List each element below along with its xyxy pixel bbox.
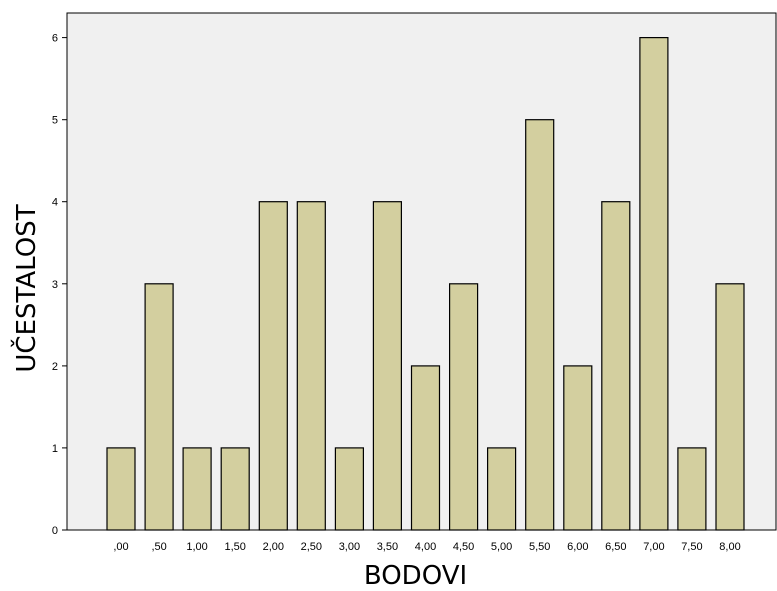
x-tick-label: 8,00 bbox=[719, 541, 740, 553]
y-tick-label: 5 bbox=[52, 115, 58, 127]
bar-6,50 bbox=[601, 201, 631, 531]
bar-2,00 bbox=[258, 201, 288, 531]
bar-5,00 bbox=[487, 447, 517, 531]
bar-4,00 bbox=[410, 365, 441, 531]
bar-1,00 bbox=[182, 447, 212, 531]
y-axis: 0 1 2 3 4 5 6 bbox=[52, 33, 67, 537]
bar-6,00 bbox=[563, 365, 593, 531]
bar-1,50 bbox=[220, 447, 250, 531]
x-tick-label: 4,00 bbox=[415, 541, 436, 553]
bars-group bbox=[106, 36, 745, 531]
y-tick-label: 3 bbox=[52, 279, 58, 291]
x-tick-label: 2,00 bbox=[263, 541, 284, 553]
x-tick-label: 7,00 bbox=[643, 541, 664, 553]
bar-7,50 bbox=[677, 447, 707, 531]
x-tick-label: 5,50 bbox=[529, 541, 550, 553]
x-tick-label: 5,00 bbox=[491, 541, 512, 553]
x-tick-label: 3,50 bbox=[377, 541, 398, 553]
x-tick-label: ,50 bbox=[151, 541, 166, 553]
x-tick-label: 2,50 bbox=[301, 541, 322, 553]
bar-3,50 bbox=[372, 201, 402, 531]
x-tick-label: 7,50 bbox=[681, 541, 702, 553]
y-tick-label: 1 bbox=[52, 443, 58, 455]
y-axis-title: UČESTALOST bbox=[10, 204, 42, 372]
x-tick-label: ,00 bbox=[113, 541, 128, 553]
x-tick-label: 6,50 bbox=[605, 541, 626, 553]
x-tick-label: 3,00 bbox=[339, 541, 360, 553]
bar-8,00 bbox=[715, 283, 745, 531]
bar-4,50 bbox=[449, 283, 479, 531]
x-tick-label: 4,50 bbox=[453, 541, 474, 553]
x-tick-label: 6,00 bbox=[567, 541, 588, 553]
x-tick-label: 1,00 bbox=[186, 541, 207, 553]
bar-,00 bbox=[106, 447, 136, 531]
bar-7,00 bbox=[639, 36, 669, 531]
bar-2,50 bbox=[296, 201, 326, 531]
bar-,50 bbox=[144, 283, 174, 531]
bar-3,00 bbox=[334, 447, 364, 531]
x-axis-title: BODOVI bbox=[364, 561, 467, 591]
y-tick-label: 0 bbox=[52, 525, 58, 537]
y-tick-label: 2 bbox=[52, 361, 58, 373]
x-axis: ,00 ,50 1,00 1,50 2,00 2,50 3,00 3,50 4,00 4,50 5,… bbox=[113, 541, 740, 553]
y-tick-label: 6 bbox=[52, 33, 58, 45]
x-tick-label: 1,50 bbox=[224, 541, 245, 553]
y-tick-label: 4 bbox=[52, 197, 58, 209]
bar-5,50 bbox=[525, 119, 555, 531]
